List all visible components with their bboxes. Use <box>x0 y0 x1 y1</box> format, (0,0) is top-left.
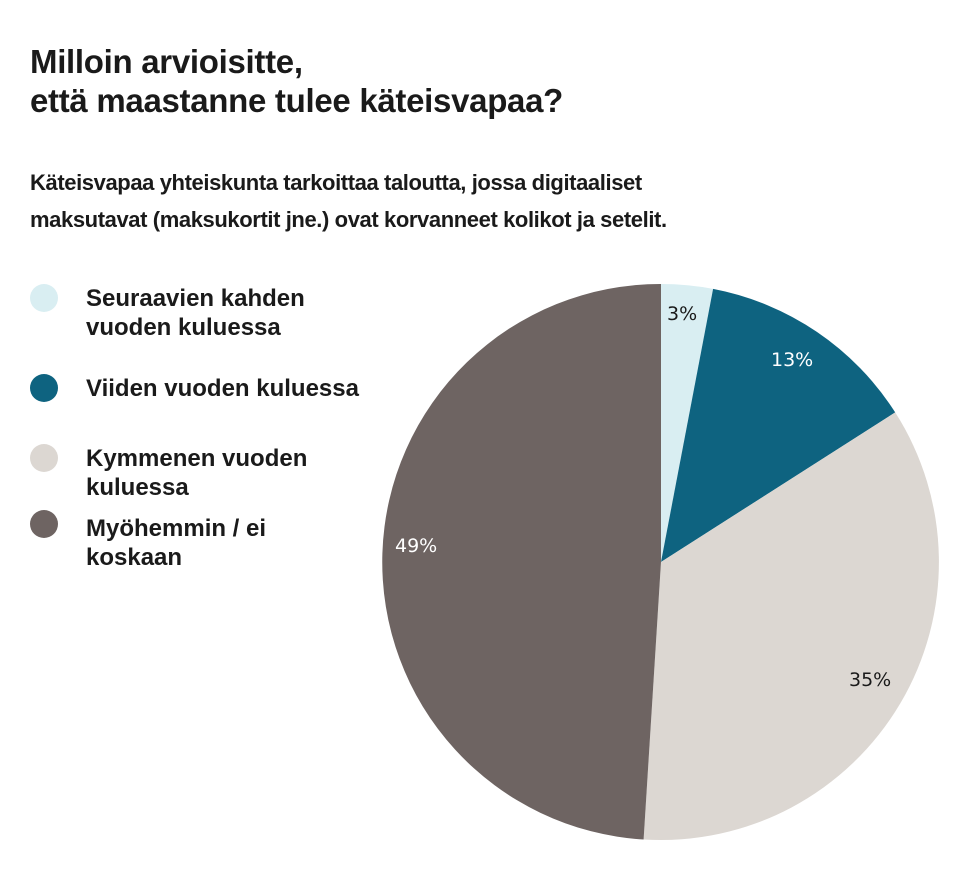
pie-slice-two-years <box>661 283 714 562</box>
chart-subtitle-line-1: Käteisvapaa yhteiskunta tarkoittaa talou… <box>30 170 642 195</box>
chart-title-line-2: että maastanne tulee käteisvapaa? <box>30 82 564 119</box>
legend-label-line: koskaan <box>86 544 183 571</box>
legend-label: Viiden vuoden kuluessa <box>86 374 359 403</box>
chart-subtitle: Käteisvapaa yhteiskunta tarkoittaa talou… <box>30 164 667 238</box>
pie-label-five-years: 13% <box>771 349 813 371</box>
legend-label-line: Seuraavien kahden <box>86 285 305 312</box>
pie-label-two-years: 3% <box>667 303 697 325</box>
legend-label: Kymmenen vuoden kuluessa <box>86 444 307 502</box>
chart-title: Milloin arvioisitte, että maastanne tule… <box>30 42 563 120</box>
pie-slice-five-years <box>661 288 896 562</box>
legend-swatch-icon <box>30 510 58 538</box>
legend-label-line: Myöhemmin / ei <box>86 515 267 542</box>
chart-subtitle-line-2: maksutavat (maksukortit jne.) ovat korva… <box>30 207 667 232</box>
legend-label-line: vuoden kuluessa <box>86 314 281 341</box>
pie-label-ten-years: 35% <box>849 669 891 691</box>
legend-label-line: kuluessa <box>86 474 189 501</box>
legend-label: Myöhemmin / ei koskaan <box>86 514 266 572</box>
legend-swatch-icon <box>30 284 58 312</box>
legend-label: Seuraavien kahden vuoden kuluessa <box>86 284 305 342</box>
pie-slice-later-never <box>382 283 661 840</box>
chart-title-line-1: Milloin arvioisitte, <box>30 43 303 80</box>
pie-slice-ten-years <box>643 412 939 841</box>
legend-label-line: Kymmenen vuoden <box>86 445 308 472</box>
legend-swatch-icon <box>30 444 58 472</box>
legend-swatch-icon <box>30 374 58 402</box>
pie-label-later-never: 49% <box>395 535 437 557</box>
legend-label-line: Viiden vuoden kuluessa <box>86 375 359 402</box>
